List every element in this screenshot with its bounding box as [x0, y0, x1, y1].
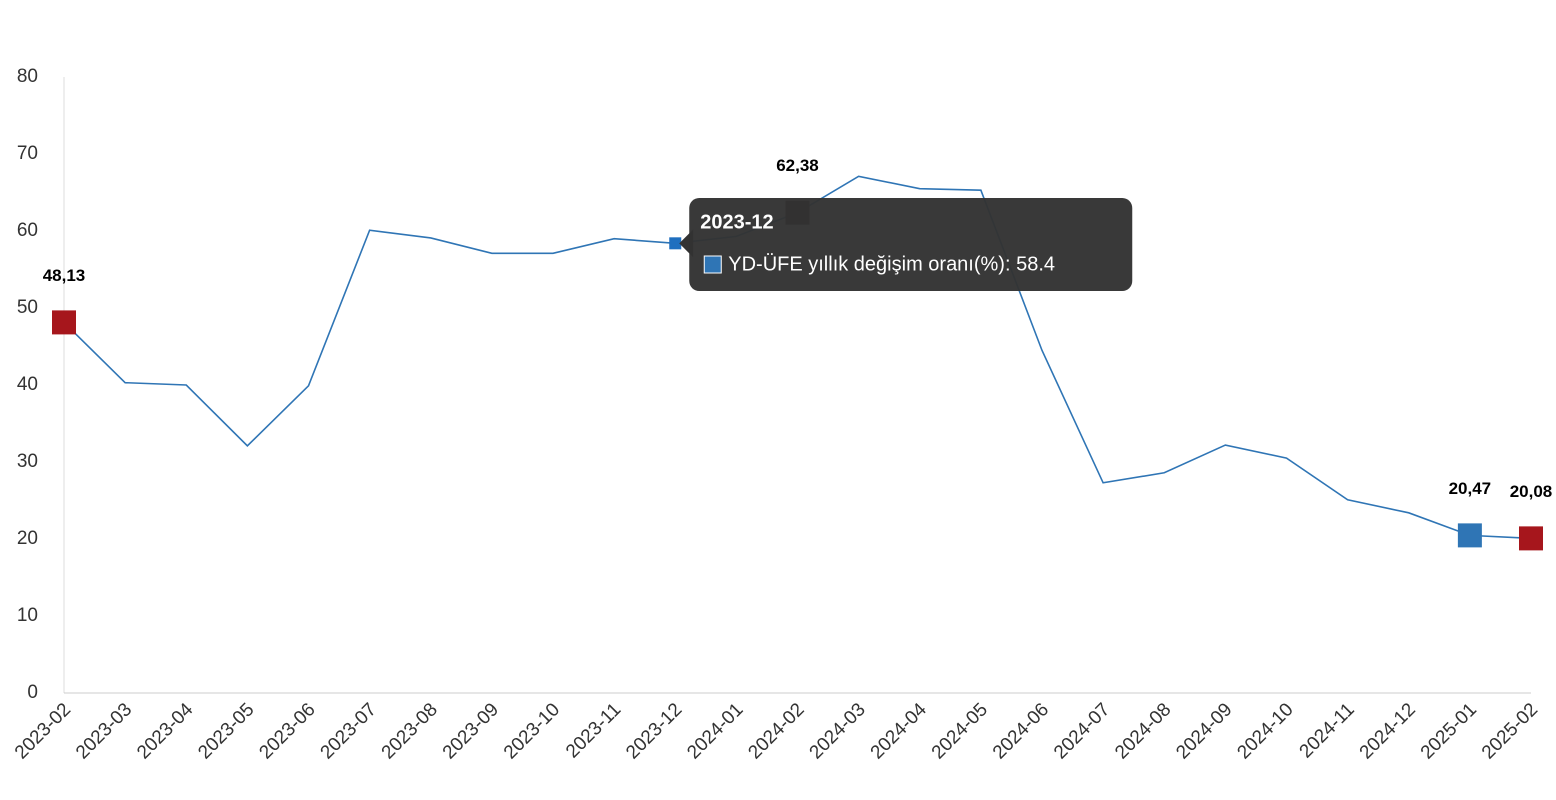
- x-tick-label: 2024-09: [1172, 699, 1236, 763]
- y-tick-label: 70: [17, 143, 38, 164]
- x-tick-label: 2024-07: [1050, 699, 1114, 763]
- x-tick-label: 2023-04: [133, 699, 197, 763]
- x-tick-label: 2024-12: [1356, 699, 1420, 763]
- y-tick-label: 20: [17, 528, 38, 549]
- data-label: 20,08: [1510, 482, 1553, 501]
- x-tick-label: 2023-02: [11, 699, 75, 763]
- x-tick-label: 2023-06: [255, 699, 319, 763]
- point-marker: [1457, 523, 1482, 548]
- tooltip: 2023-12 YD-ÜFE yıllık değişim oranı(%): 5…: [679, 198, 1133, 291]
- y-tick-label: 80: [17, 66, 38, 87]
- x-tick-label: 2024-01: [683, 699, 747, 763]
- data-label: 48,13: [43, 266, 86, 285]
- y-tick-label: 30: [17, 451, 38, 472]
- tooltip-text: YD-ÜFE yıllık değişim oranı(%): 58.4: [728, 253, 1055, 275]
- point-marker: [52, 310, 76, 335]
- y-tick-label: 50: [17, 297, 38, 318]
- x-tick-label: 2023-11: [562, 699, 625, 762]
- data-label: 20,47: [1449, 479, 1492, 498]
- tooltip-swatch: [703, 255, 722, 274]
- y-tick-label: 40: [17, 374, 38, 395]
- x-tick-label: 2023-05: [194, 699, 258, 763]
- point-marker: [669, 237, 682, 250]
- tooltip-title: 2023-12: [700, 211, 773, 233]
- tooltip-box: [689, 198, 1133, 291]
- x-tick-label: 2023-03: [72, 699, 136, 763]
- x-tick-label: 2024-02: [744, 699, 808, 763]
- x-tick-label: 2023-10: [500, 699, 564, 763]
- x-tick-label: 2024-08: [1111, 699, 1175, 763]
- x-tick-label: 2024-06: [989, 699, 1053, 763]
- y-tick-label: 10: [17, 605, 38, 626]
- data-label: 62,38: [776, 156, 819, 175]
- x-tick-label: 2024-05: [928, 699, 992, 763]
- y-tick-label: 0: [27, 682, 38, 703]
- x-tick-label: 2023-08: [378, 699, 442, 763]
- x-tick-label: 2025-01: [1417, 699, 1481, 763]
- y-tick-label: 60: [17, 220, 38, 241]
- x-tick-label: 2023-12: [622, 699, 686, 763]
- x-tick-label: 2024-03: [806, 699, 870, 763]
- x-tick-label: 2024-04: [867, 699, 931, 763]
- x-tick-label: 2023-09: [439, 699, 503, 763]
- x-tick-label: 2023-07: [317, 699, 381, 763]
- point-marker: [1519, 526, 1543, 551]
- x-tick-label: 2024-11: [1296, 699, 1359, 762]
- x-tick-label: 2025-02: [1478, 699, 1542, 763]
- x-tick-label: 2024-10: [1233, 699, 1297, 763]
